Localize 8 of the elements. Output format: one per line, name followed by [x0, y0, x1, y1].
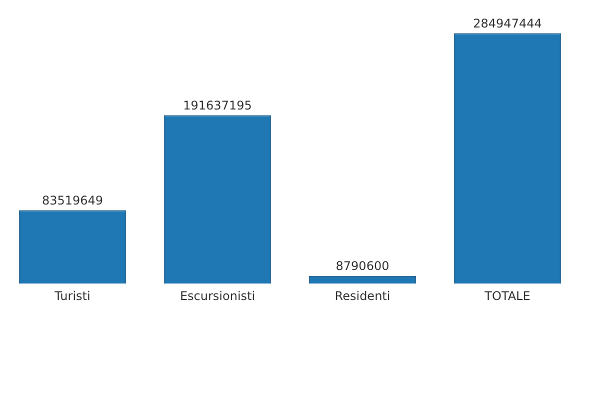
- data-label: 8790600: [336, 259, 390, 273]
- x-tick-label: Turisti: [54, 288, 90, 303]
- data-label: 191637195: [183, 98, 252, 112]
- x-tick-label: TOTALE: [484, 288, 530, 303]
- x-tick-label: Escursionisti: [180, 288, 256, 303]
- x-tick-label: Residenti: [334, 288, 390, 303]
- data-label: 284947444: [473, 16, 542, 30]
- data-label: 83519649: [42, 193, 104, 208]
